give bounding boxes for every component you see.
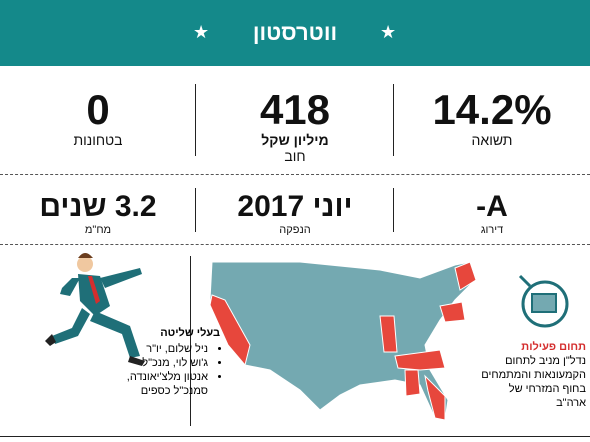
- runner: [45, 253, 145, 366]
- stat: A- דירוג: [394, 190, 590, 236]
- owners-title: בעלי שליטה: [160, 327, 220, 339]
- divider: [190, 256, 191, 426]
- stat-unit: מיליון שקל: [261, 132, 329, 148]
- star: ★: [380, 22, 397, 42]
- divider: [0, 436, 590, 437]
- stat-label: דירוג: [480, 224, 504, 236]
- header: ★ ווטרסטון ★: [0, 0, 590, 66]
- owner: ג'וש לוי, מנכ"ל: [110, 356, 208, 370]
- stat: יוני 2017 הנפקה: [197, 190, 393, 236]
- stat-value: A-: [476, 190, 508, 223]
- stat-label: חוב: [284, 148, 306, 164]
- stat-value: 3.2 שנים: [39, 190, 157, 223]
- stat: 14.2% תשואה: [394, 86, 590, 149]
- activity-icon: [518, 274, 569, 328]
- divider: [393, 188, 394, 232]
- activity-text: נדל"ן מניב לתחום הקמעונאות והמתמחים בחוף…: [481, 355, 586, 409]
- owner: ניל שלום, יו"ר: [110, 342, 208, 356]
- stat: 3.2 שנים מח"מ: [0, 190, 196, 236]
- owners-list: ניל שלום, יו"ר ג'וש לוי, מנכ"ל אנטון מלצ…: [110, 342, 220, 398]
- divider: [0, 244, 590, 245]
- stat-label: הנפקה: [279, 224, 311, 236]
- stat-value: 14.2%: [432, 86, 552, 133]
- owners: בעלי שליטה ניל שלום, יו"ר ג'וש לוי, מנכ"…: [110, 326, 220, 398]
- divider: [0, 174, 590, 175]
- divider: [195, 188, 196, 232]
- activity-title: תחום פעילות: [521, 341, 586, 353]
- stat-value: יוני 2017: [237, 190, 353, 223]
- stat-value: 0: [86, 86, 110, 133]
- stat-value: 418: [259, 86, 331, 133]
- stat-label: בטחונות: [73, 132, 123, 148]
- stat-label: מח"מ: [84, 224, 112, 236]
- divider: [195, 84, 196, 156]
- divider: [393, 84, 394, 156]
- activity: תחום פעילות נדל"ן מניב לתחום הקמעונאות ו…: [478, 340, 586, 410]
- title: ווטרסטון: [252, 20, 338, 45]
- star: ★: [193, 22, 210, 42]
- us-map: [209, 261, 477, 421]
- stat: 418 מיליון שקל חוב: [197, 86, 393, 165]
- stat: 0 בטחונות: [0, 86, 196, 149]
- owner: אנטון מלצ'יאונדה, סמנכ"ל כספים: [110, 370, 208, 398]
- stat-label: תשואה: [471, 132, 513, 148]
- illustrations: [45, 253, 569, 421]
